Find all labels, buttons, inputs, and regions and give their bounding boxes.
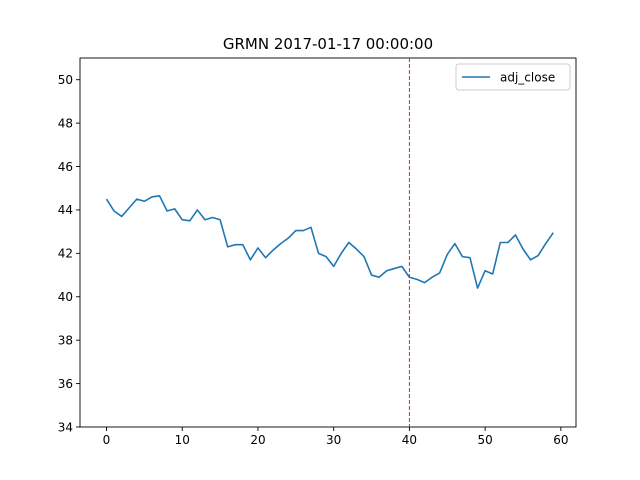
legend: adj_close	[455, 63, 571, 91]
x-tick-label: 0	[103, 433, 111, 447]
y-tick-label: 38	[58, 333, 73, 347]
y-tick-label: 50	[58, 73, 73, 87]
chart-title: GRMN 2017-01-17 00:00:00	[223, 35, 433, 53]
x-tick-label: 20	[250, 433, 265, 447]
legend-box	[455, 63, 571, 91]
x-tick-label: 30	[326, 433, 341, 447]
axes-frame	[79, 57, 577, 428]
x-tick-label: 10	[175, 433, 190, 447]
plot-area: 0 10 20 30 40 50 60 34 36 38 40 42 44 46 48 50	[58, 57, 577, 447]
y-tick-label: 40	[58, 290, 73, 304]
y-tick-label: 34	[58, 420, 73, 434]
series-line-adj_close	[105, 195, 554, 289]
x-tick-label: 60	[553, 433, 568, 447]
y-tick-label: 44	[58, 203, 73, 217]
y-tick-label: 46	[58, 160, 73, 174]
legend-label: adj_close	[500, 71, 555, 85]
y-tick-label: 42	[58, 247, 73, 261]
x-tick-label: 50	[477, 433, 492, 447]
x-tick-label: 40	[402, 433, 417, 447]
y-tick-label: 48	[58, 116, 73, 130]
y-tick-label: 36	[58, 377, 73, 391]
